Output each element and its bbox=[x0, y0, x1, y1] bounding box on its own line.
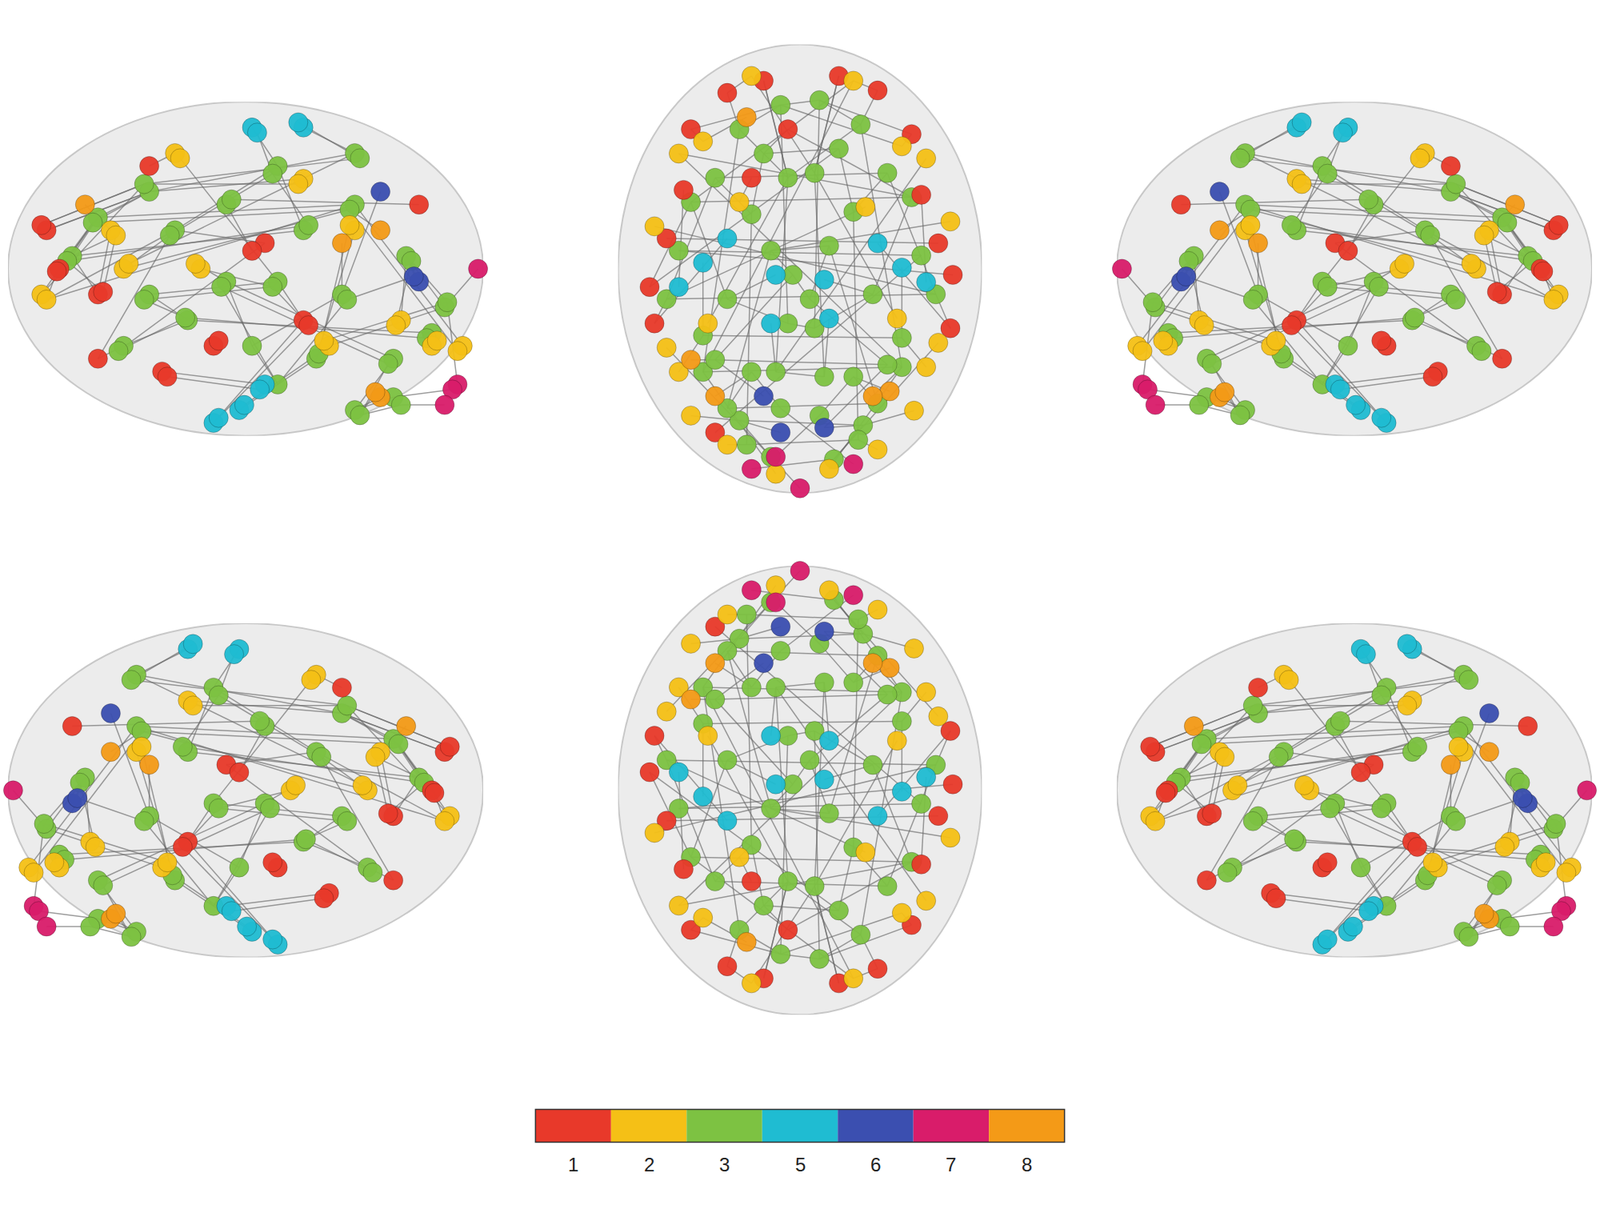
svg-text:2: 2 bbox=[644, 1153, 655, 1176]
svg-text:6: 6 bbox=[870, 1153, 881, 1176]
svg-text:7: 7 bbox=[945, 1153, 956, 1176]
svg-text:3: 3 bbox=[719, 1153, 730, 1176]
svg-text:8: 8 bbox=[1021, 1153, 1032, 1176]
svg-text:1: 1 bbox=[568, 1153, 579, 1176]
svg-text:5: 5 bbox=[795, 1153, 806, 1176]
